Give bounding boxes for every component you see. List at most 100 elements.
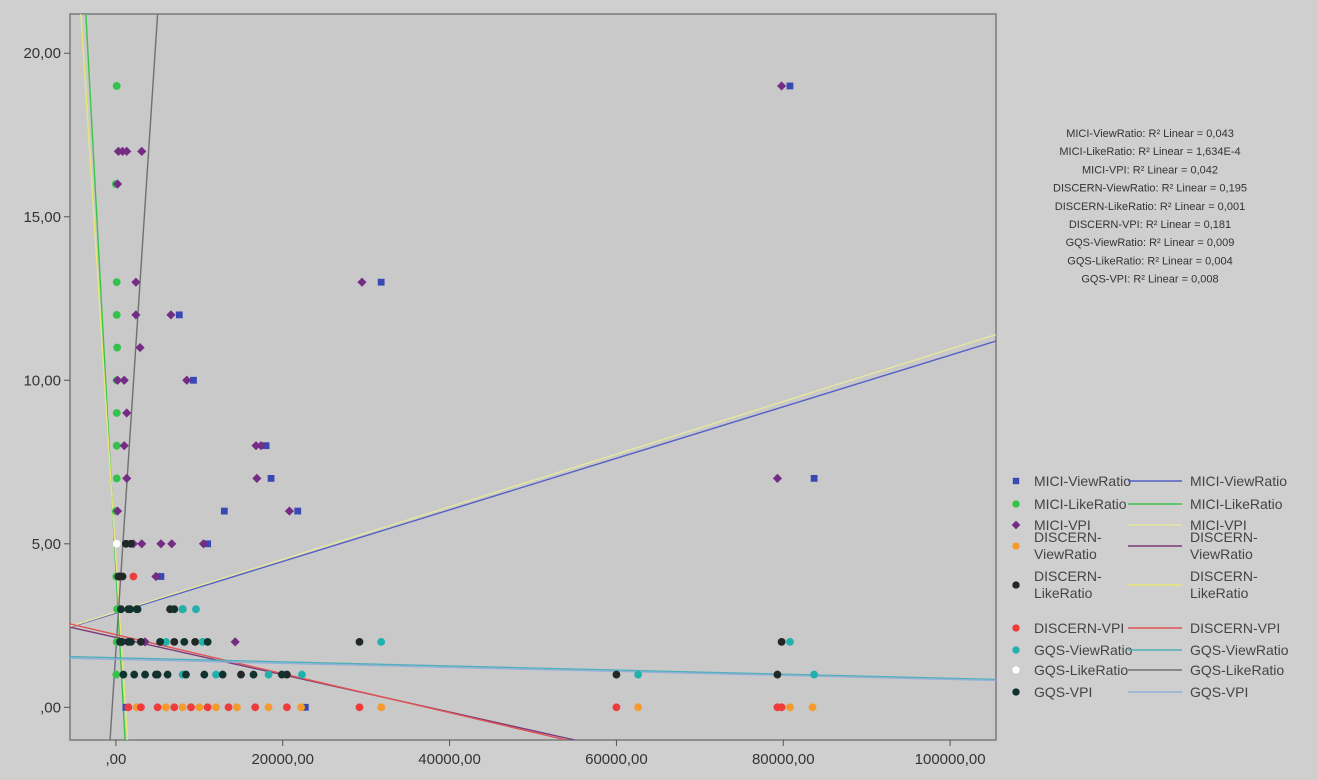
point-mici-viewratio (157, 573, 165, 580)
point-mici-viewratio (262, 442, 270, 450)
point-discern-vpi (136, 703, 145, 712)
point-mici-viewratio (220, 507, 228, 515)
point-discern-vpi (129, 572, 138, 581)
legend: MICI-ViewRatioMICI-LikeRatioMICI-VPIDISC… (1011, 473, 1289, 700)
legend-line-label-gqs-vpi: GQS-VPI (1190, 684, 1248, 700)
point-gqs-vpi (200, 670, 209, 679)
point-mici-likeratio (112, 474, 121, 483)
legend-line-label-discern-viewratio: DISCERN-ViewRatio (1190, 529, 1258, 562)
legend-line-label-discern-vpi: DISCERN-VPI (1190, 620, 1280, 636)
point-mici-vpi (122, 473, 132, 483)
point-mici-viewratio (810, 474, 818, 482)
point-gqs-viewratio (810, 670, 819, 679)
point-discern-viewratio (297, 703, 305, 712)
x-tick-label: 20000,00 (251, 751, 314, 768)
y-tick-label: ,00 (40, 699, 61, 716)
point-discern-viewratio (232, 703, 241, 712)
point-discern-viewratio (634, 703, 643, 712)
legend-line-label-mici-likeratio: MICI-LikeRatio (1190, 496, 1283, 512)
legend-label-gqs-vpi: GQS-VPI (1034, 684, 1092, 700)
point-mici-likeratio (112, 670, 121, 679)
point-gqs-vpi (170, 605, 179, 614)
point-mici-vpi (256, 441, 266, 451)
legend-label-part: DISCERN- (1190, 568, 1258, 584)
point-gqs-vpi (119, 670, 128, 679)
legend-line-label-discern-likeratio: DISCERN-LikeRatio (1190, 568, 1258, 601)
fit-line-discern-likeratio (80, 14, 129, 740)
fit-line-gqs-likeratio (109, 14, 159, 740)
legend-marker-discern-viewratio (1012, 542, 1020, 550)
point-mici-likeratio (112, 82, 121, 90)
point-mici-likeratio (112, 409, 121, 417)
y-tick-label: 10,00 (23, 372, 61, 389)
point-discern-viewratio (195, 703, 204, 712)
legend-label-discern-likeratio: DISCERN-LikeRatio (1034, 568, 1102, 601)
fit-line-gqs-vpi (70, 657, 996, 682)
point-discern-vpi (612, 703, 621, 712)
point-gqs-vpi (203, 637, 212, 646)
x-tick-label: ,00 (105, 751, 126, 768)
point-gqs-viewratio (786, 637, 794, 646)
point-gqs-vpi (163, 670, 172, 679)
point-gqs-vpi (117, 637, 126, 646)
legend-label-gqs-viewratio: GQS-ViewRatio (1034, 642, 1133, 658)
point-mici-vpi (131, 310, 141, 320)
point-gqs-viewratio (634, 670, 643, 679)
legend-label-discern-vpi: DISCERN-VPI (1034, 620, 1124, 636)
point-discern-vpi (224, 703, 233, 712)
point-discern-likeratio (237, 670, 245, 679)
point-discern-vpi (187, 703, 195, 712)
legend-marker-mici-vpi (1011, 520, 1021, 530)
point-discern-viewratio (162, 703, 170, 712)
point-mici-vpi (131, 277, 141, 287)
point-mici-vpi (140, 637, 150, 647)
r2-annotation: MICI-ViewRatio: R² Linear = 0,043 (1066, 128, 1234, 140)
legend-label-discern-viewratio: DISCERN-ViewRatio (1034, 529, 1102, 562)
point-discern-likeratio (126, 539, 135, 548)
point-discern-viewratio (786, 703, 794, 712)
point-gqs-vpi (156, 637, 165, 646)
point-mici-vpi (137, 539, 147, 549)
point-mici-viewratio (301, 703, 309, 711)
point-discern-vpi (124, 703, 133, 712)
legend-label-part: ViewRatio (1190, 546, 1253, 562)
legend-marker-mici-likeratio (1012, 500, 1020, 508)
point-discern-likeratio (773, 670, 782, 679)
point-mici-vpi (182, 375, 192, 385)
point-mici-vpi (166, 310, 176, 320)
point-mici-vpi (230, 637, 240, 647)
point-gqs-vpi (141, 670, 149, 679)
fit-lines-group (70, 14, 996, 740)
point-gqs-viewratio (212, 670, 220, 679)
point-mici-vpi (119, 441, 129, 451)
y-tick-label: 20,00 (23, 45, 61, 62)
point-discern-likeratio (355, 637, 364, 646)
axes-group: ,00 20000,00 40000,00 60000,00 80000,00 10000… (23, 45, 985, 768)
point-discern-vpi (251, 703, 260, 712)
point-discern-viewratio (178, 703, 187, 712)
r2-annotation: DISCERN-ViewRatio: R² Linear = 0,195 (1053, 183, 1247, 195)
point-gqs-viewratio (298, 670, 306, 679)
point-gqs-vpi (152, 670, 160, 679)
point-mici-vpi (251, 441, 261, 451)
point-mici-vpi (167, 539, 177, 549)
legend-marker-mici-viewratio (1012, 477, 1020, 485)
legend-label-gqs-likeratio: GQS-LikeRatio (1034, 662, 1128, 678)
point-mici-likeratio (112, 310, 121, 319)
point-mici-vpi (284, 506, 294, 516)
point-gqs-vpi (218, 670, 227, 679)
point-mici-viewratio (267, 474, 275, 482)
legend-label-mici-viewratio: MICI-ViewRatio (1034, 473, 1131, 489)
r2-annotation: MICI-VPI: R² Linear = 0,042 (1082, 164, 1218, 176)
point-mici-vpi (112, 375, 123, 385)
r2-annotation: GQS-ViewRatio: R² Linear = 0,009 (1066, 237, 1235, 249)
point-gqs-vpi (180, 637, 189, 646)
legend-label-mici-likeratio: MICI-LikeRatio (1034, 496, 1127, 512)
point-mici-vpi (198, 539, 209, 549)
legend-marker-gqs-likeratio (1012, 666, 1020, 674)
points-group (111, 81, 819, 712)
x-tick-label: 80000,00 (752, 751, 815, 768)
legend-label-part: DISCERN- (1034, 529, 1102, 545)
point-gqs-vpi (116, 605, 125, 614)
